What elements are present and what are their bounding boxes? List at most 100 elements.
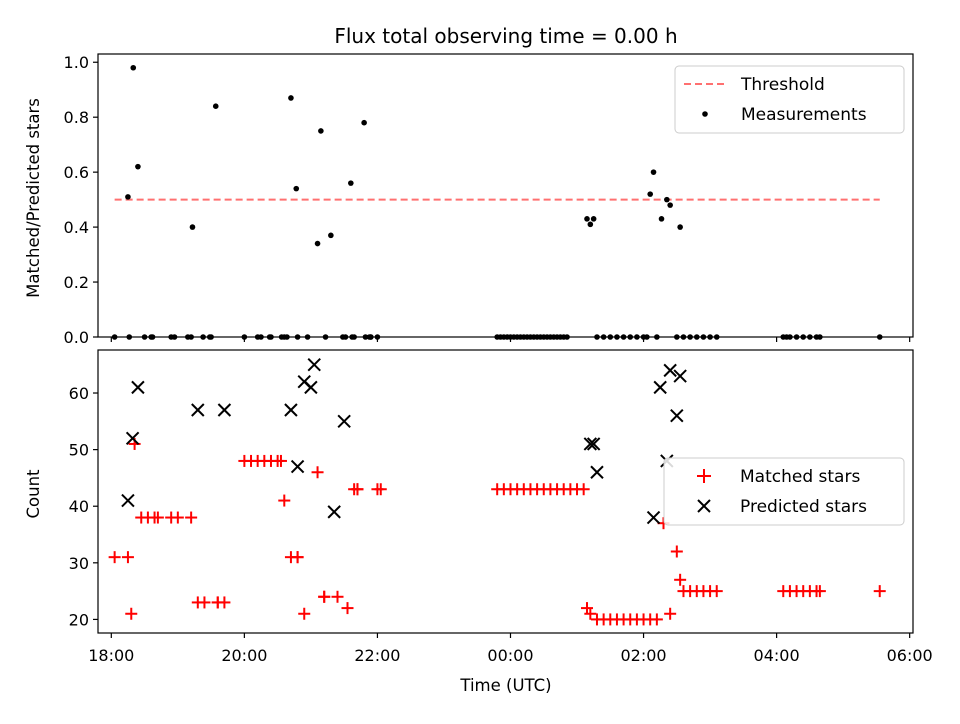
x-tick-label: 20:00: [221, 646, 267, 665]
top-y-tick-label: 0.4: [64, 218, 89, 237]
x-tick-label: 04:00: [754, 646, 800, 665]
bottom-marks: [108, 358, 886, 626]
matched-star-point: [125, 607, 138, 620]
matched-star-point: [185, 511, 198, 524]
matched-star-point: [121, 551, 134, 564]
predicted-star-point: [327, 505, 341, 519]
x-tick-label: 18:00: [88, 646, 134, 665]
predicted-star-point: [191, 403, 205, 417]
top-plot-frame: [97, 53, 914, 338]
top-legend: Threshold Measurements: [674, 65, 905, 134]
bottom-y-tick-label: 30: [69, 554, 89, 573]
matched-star-point: [198, 596, 211, 609]
matched-star-point: [710, 585, 723, 598]
predicted-star-point: [304, 380, 318, 395]
bottom-plot-frame: [97, 349, 914, 634]
predicted-star-point: [125, 431, 140, 446]
matched-star-point: [278, 494, 291, 507]
bottom-y-tick-label: 60: [69, 384, 89, 403]
matched-star-point: [318, 590, 331, 603]
top-y-tick-label: 1.0: [64, 53, 89, 72]
top-y-tick-label: 0.6: [64, 163, 89, 182]
top-legend-box: [674, 65, 905, 134]
measurement-point: [590, 216, 597, 222]
matched-star-point: [151, 511, 164, 524]
bottom-y-tick-label: 50: [69, 441, 89, 460]
measurement-point: [677, 224, 683, 230]
matched-star-point: [584, 607, 597, 620]
predicted-star-point: [131, 380, 145, 395]
measurement-point: [361, 119, 367, 126]
measurement-point: [125, 194, 131, 200]
matched-star-point: [873, 585, 886, 598]
top-y-tick-label: 0.2: [64, 273, 89, 292]
predicted-star-point: [673, 369, 687, 383]
measurement-point: [658, 216, 665, 222]
matched-star-point: [674, 573, 687, 586]
predicted-star-point: [284, 403, 298, 417]
matched-star-point: [650, 613, 663, 626]
measurement-point: [212, 103, 219, 110]
measurement-point: [130, 64, 137, 71]
measurement-point: [328, 232, 334, 239]
x-tick-label: 22:00: [354, 646, 400, 665]
predicted-star-point: [586, 437, 601, 451]
legend-predicted-swatch: [697, 499, 711, 513]
matched-star-point: [374, 483, 387, 496]
matched-star-point: [670, 545, 683, 558]
legend-measurements-swatch: [702, 111, 708, 117]
bottom-legend-box: [663, 457, 905, 526]
predicted-star-point: [217, 403, 232, 417]
matched-star-point: [331, 590, 344, 603]
top-x-ticks: [110, 337, 911, 342]
bottom-panel: 20 30 40 50 60 18:00 20:00 22:00 00:00 02:00 04:0…: [69, 349, 933, 665]
predicted-star-point: [121, 493, 135, 508]
measurement-point: [293, 185, 300, 192]
matched-star-point: [291, 551, 304, 564]
matched-star-point: [108, 551, 121, 564]
x-tick-label: 02:00: [620, 646, 666, 665]
measurement-point: [667, 202, 673, 208]
top-y-tick-label: 0.8: [64, 108, 89, 127]
bottom-y-axis-label: Count: [24, 469, 43, 519]
legend-matched-swatch: [697, 469, 711, 483]
measurement-point: [584, 216, 590, 222]
matched-star-point: [664, 607, 677, 620]
bottom-x-ticks: 18:00 20:00 22:00 00:00 02:00 04:00 06:00: [88, 633, 933, 665]
top-y-tick-label: 0.0: [64, 328, 89, 347]
predicted-star-point: [590, 465, 604, 479]
measurement-point: [650, 169, 657, 175]
predicted-star-point: [290, 459, 305, 474]
predicted-star-point: [307, 358, 321, 372]
matched-star-point: [813, 585, 826, 598]
top-panel: 0.0 0.2 0.4 0.6 0.8 1.0 Threshold Measurement…: [64, 53, 914, 347]
matched-star-point: [351, 483, 364, 496]
predicted-star-point: [337, 414, 351, 429]
measurement-point: [318, 128, 324, 134]
matched-star-point: [311, 466, 324, 479]
chart-title: Flux total observing time = 0.00 h: [334, 24, 677, 48]
x-axis-label: Time (UTC): [459, 676, 551, 695]
legend-predicted-label: Predicted stars: [740, 497, 867, 517]
x-tick-label: 06:00: [887, 646, 933, 665]
matched-star-point: [298, 607, 311, 620]
matched-star-point: [218, 596, 231, 609]
matched-star-point: [274, 454, 287, 467]
matched-star-point: [171, 511, 184, 524]
x-tick-label: 00:00: [487, 646, 533, 665]
measurement-point: [587, 221, 594, 228]
measurement-point: [189, 224, 196, 230]
legend-threshold-label: Threshold: [740, 75, 825, 95]
measurement-point: [664, 196, 670, 203]
measurement-point: [348, 180, 354, 186]
legend-matched-label: Matched stars: [740, 467, 860, 487]
matched-star-point: [577, 483, 590, 496]
bottom-y-ticks: 20 30 40 50 60: [69, 384, 98, 629]
predicted-star-point: [653, 380, 667, 395]
predicted-star-point: [663, 363, 677, 378]
matched-star-point: [341, 602, 354, 615]
predicted-star-point: [646, 510, 661, 525]
top-y-axis-label: Matched/Predicted stars: [24, 98, 43, 298]
